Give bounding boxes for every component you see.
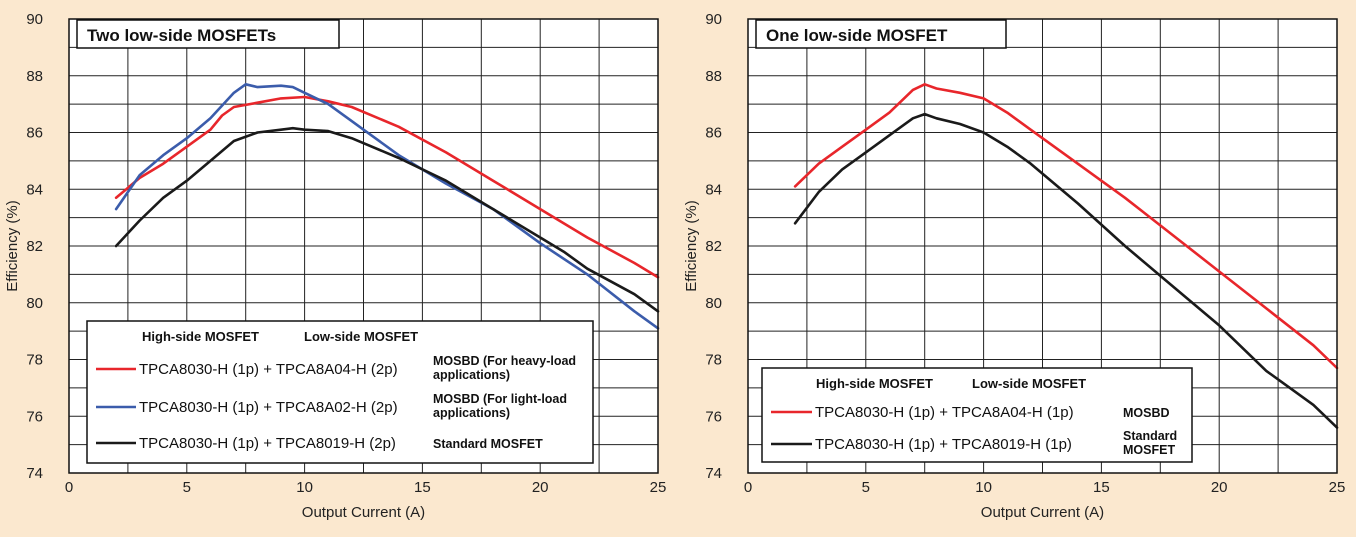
legend-entry-type: MOSBD (For light-load <box>433 392 567 406</box>
y-tick-label: 86 <box>26 125 43 142</box>
y-tick-label: 88 <box>26 68 43 85</box>
legend-header-low-side: Low-side MOSFET <box>972 376 1086 391</box>
series-line-2 <box>793 112 1339 429</box>
legend-entry-parts: TPCA8030-H (1p) + TPCA8019-H (1p) <box>815 436 1072 453</box>
y-tick-label: 74 <box>705 465 722 482</box>
series-line-1 <box>114 95 660 279</box>
legend-header-low-side: Low-side MOSFET <box>304 329 418 344</box>
legend: High-side MOSFET Low-side MOSFET TPCA8030-… <box>86 320 594 464</box>
x-tick-label: 0 <box>65 479 73 496</box>
y-tick-label: 90 <box>26 11 43 28</box>
chart-2: 0 5 10 15 20 25 74 76 78 80 82 84 86 88 90 Output Curre… <box>683 11 1345 521</box>
y-axis-label: Efficiency (%) <box>4 200 21 291</box>
x-tick-label: 25 <box>1329 479 1346 496</box>
legend-box <box>86 320 594 464</box>
legend-entry-type: MOSBD (For heavy-load <box>433 354 576 368</box>
series-group <box>114 83 660 330</box>
legend-header-high-side: High-side MOSFET <box>816 376 933 391</box>
y-tick-label: 84 <box>26 181 43 198</box>
legend: High-side MOSFET Low-side MOSFET TPCA8030-… <box>761 367 1193 463</box>
x-tick-label: 5 <box>183 479 191 496</box>
legend-entry-parts: TPCA8030-H (1p) + TPCA8019-H (2p) <box>139 435 396 452</box>
y-tick-label: 86 <box>705 125 722 142</box>
legend-entry-type: MOSFET <box>1123 443 1175 457</box>
y-tick-label: 78 <box>26 352 43 369</box>
chart-title: Two low-side MOSFETs <box>87 26 276 45</box>
chart-title: One low-side MOSFET <box>766 26 948 45</box>
legend-entry-parts: TPCA8030-H (1p) + TPCA8A04-H (1p) <box>815 404 1074 421</box>
x-tick-label: 0 <box>744 479 752 496</box>
x-tick-label: 15 <box>1093 479 1110 496</box>
x-tick-label: 10 <box>975 479 992 496</box>
y-tick-label: 90 <box>705 11 722 28</box>
title-box <box>755 19 1007 49</box>
y-tick-label: 80 <box>26 295 43 312</box>
plot-frame <box>747 18 1338 474</box>
y-tick-label: 88 <box>705 68 722 85</box>
plot-frame <box>68 18 659 474</box>
legend-box <box>761 367 1193 463</box>
chart-1: 0 5 10 15 20 25 74 76 78 80 82 84 86 88 90 Output Curre… <box>4 11 666 521</box>
y-tick-label: 74 <box>26 465 43 482</box>
x-tick-label: 15 <box>414 479 431 496</box>
legend-entry-type: MOSBD <box>1123 406 1170 420</box>
y-axis-label: Efficiency (%) <box>683 200 700 291</box>
legend-entry-type: Standard <box>1123 429 1177 443</box>
y-tick-label: 76 <box>705 408 722 425</box>
x-axis-label: Output Current (A) <box>302 504 425 521</box>
title-box <box>76 19 340 49</box>
legend-header-high-side: High-side MOSFET <box>142 329 259 344</box>
series-line-3 <box>114 126 660 313</box>
series-line-1 <box>793 83 1339 370</box>
y-tick-label: 76 <box>26 408 43 425</box>
legend-entry-type: applications) <box>433 368 510 382</box>
x-tick-label: 5 <box>862 479 870 496</box>
x-tick-label: 20 <box>1211 479 1228 496</box>
series-group <box>793 83 1339 429</box>
y-tick-label: 82 <box>705 238 722 255</box>
y-tick-label: 82 <box>26 238 43 255</box>
x-tick-label: 20 <box>532 479 549 496</box>
x-tick-label: 10 <box>296 479 313 496</box>
legend-entry-type: applications) <box>433 406 510 420</box>
legend-entry-parts: TPCA8030-H (1p) + TPCA8A04-H (2p) <box>139 361 398 378</box>
legend-entry-type: Standard MOSFET <box>433 437 543 451</box>
x-tick-label: 25 <box>650 479 667 496</box>
y-tick-label: 80 <box>705 295 722 312</box>
y-tick-label: 84 <box>705 181 722 198</box>
y-tick-label: 78 <box>705 352 722 369</box>
x-axis-label: Output Current (A) <box>981 504 1104 521</box>
legend-entry-parts: TPCA8030-H (1p) + TPCA8A02-H (2p) <box>139 399 398 416</box>
series-line-2 <box>114 83 660 330</box>
